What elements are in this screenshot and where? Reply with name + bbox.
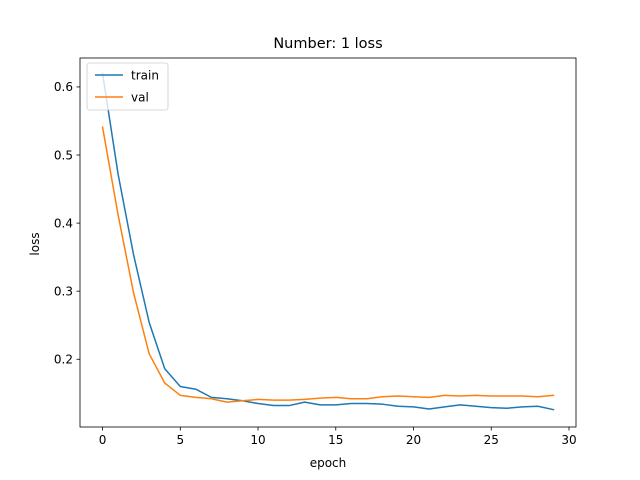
x-tick-label: 15 xyxy=(328,433,343,447)
y-tick-label: 0.4 xyxy=(54,216,73,230)
chart-title: Number: 1 loss xyxy=(273,36,382,52)
x-tick-label: 5 xyxy=(176,433,184,447)
x-tick-label: 30 xyxy=(561,433,576,447)
legend-label-train: train xyxy=(131,69,159,83)
y-tick-label: 0.6 xyxy=(54,80,73,94)
x-tick-label: 25 xyxy=(484,433,499,447)
plot-area: 0 5 10 15 20 25 30 0.2 0.3 0.4 0.5 0.6 train val xyxy=(54,57,577,447)
y-tick-label: 0.2 xyxy=(54,353,73,367)
y-axis-label: loss xyxy=(28,232,42,255)
axes-frame xyxy=(79,57,577,428)
series-line-train xyxy=(101,72,555,411)
legend-label-val: val xyxy=(131,91,149,105)
x-axis-label: epoch xyxy=(310,456,347,470)
x-tick-label: 0 xyxy=(99,433,107,447)
x-tick-label: 10 xyxy=(250,433,265,447)
series-line-val xyxy=(101,126,555,403)
y-tick-label: 0.3 xyxy=(54,284,73,298)
y-tick-label: 0.5 xyxy=(54,148,73,162)
x-tick-label: 20 xyxy=(406,433,421,447)
